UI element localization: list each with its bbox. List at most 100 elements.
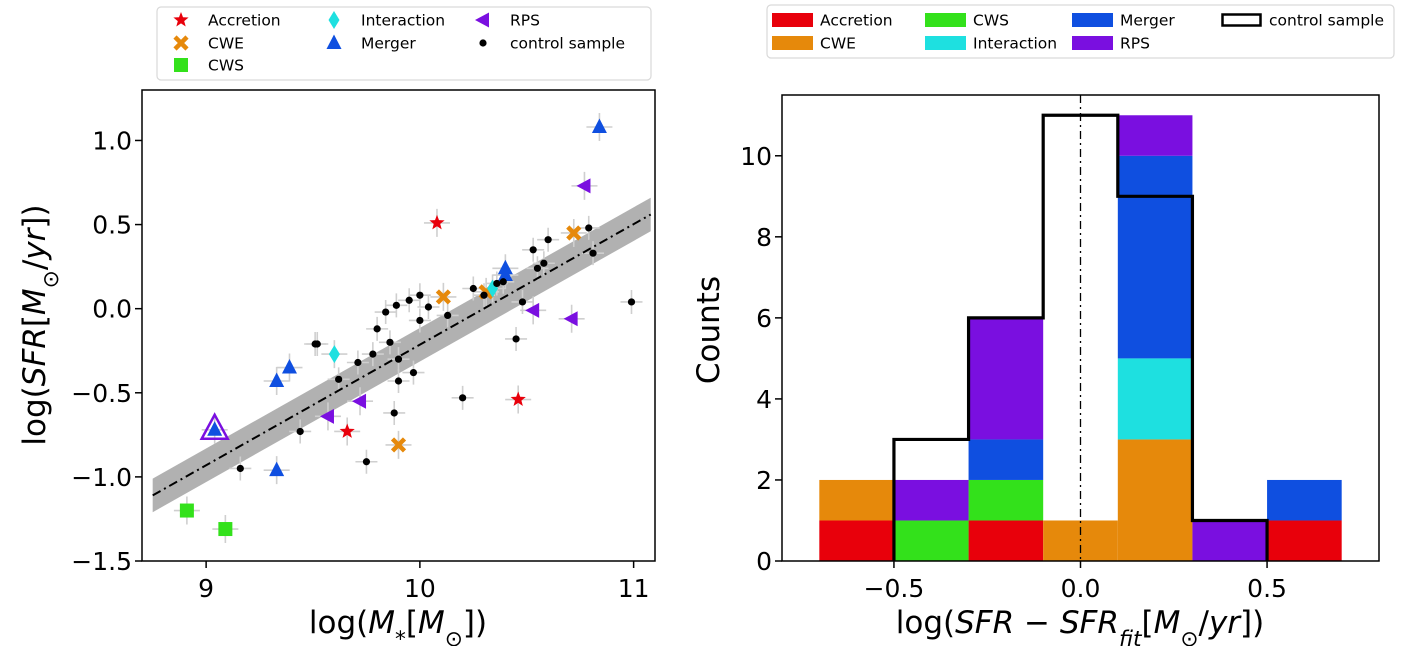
point-control-sample	[459, 394, 467, 402]
legend-label: Merger	[1120, 12, 1175, 30]
point-merger	[281, 359, 297, 374]
bar-rps	[1117, 115, 1193, 156]
bar-cws	[968, 479, 1044, 521]
point-rps	[525, 302, 540, 318]
legend-label: control sample	[510, 35, 625, 53]
y-tick-label: 2	[756, 466, 772, 495]
y-tick-label: 10	[740, 142, 772, 171]
point-control-sample	[499, 278, 507, 286]
point-accretion	[339, 423, 355, 438]
legend-swatch-accretion	[772, 13, 813, 27]
legend-marker-accretion	[173, 12, 189, 27]
fit-line	[152, 213, 652, 497]
point-cws	[218, 522, 233, 537]
point-control-sample	[518, 298, 527, 306]
bar-accretion	[968, 520, 1044, 561]
point-cws	[179, 503, 194, 518]
point-control-sample	[390, 409, 398, 417]
point-merger	[497, 266, 513, 282]
point-control-sample	[311, 340, 319, 348]
point-rps	[352, 393, 367, 409]
point-control-sample	[394, 377, 403, 385]
legend-label: Accretion	[820, 12, 893, 30]
point-rps	[319, 408, 334, 424]
point-merger	[269, 372, 285, 388]
point-control-sample	[409, 369, 418, 377]
legend-marker-cwe	[173, 35, 189, 51]
y-axis-label: log(SFR[M⊙/yr])	[17, 204, 64, 445]
point-control-sample	[589, 249, 597, 257]
bar-cws	[893, 520, 969, 561]
point-cwe	[435, 289, 451, 305]
legend-swatch-merger	[1072, 13, 1113, 27]
y-tick-label: 8	[756, 223, 772, 252]
y-tick-label: 6	[756, 304, 772, 333]
point-rps	[576, 178, 591, 194]
legend-label: Interaction	[361, 12, 445, 30]
bar-rps	[1192, 520, 1268, 561]
legend-swatch-cws	[925, 13, 966, 27]
point-control-sample	[627, 298, 636, 306]
bar-interaction	[1117, 358, 1193, 440]
x-tick-label: 0.5	[1247, 574, 1287, 603]
point-accretion	[429, 214, 445, 230]
point-control-sample	[392, 301, 400, 309]
y-axis-label: Counts	[691, 276, 727, 384]
point-control-sample	[480, 291, 488, 299]
point-control-sample	[529, 246, 537, 254]
point-control-sample	[373, 325, 381, 333]
point-control-sample	[296, 427, 304, 436]
bar-merger	[1117, 155, 1193, 359]
point-control-sample	[386, 338, 394, 346]
x-tick-label: −0.5	[864, 574, 925, 603]
bar-merger	[968, 439, 1044, 480]
point-cwe	[566, 225, 582, 241]
point-control-sample	[382, 308, 390, 316]
right-histogram-panel: −0.5 0.0 0.5 0 2 4 6 8 10 log(SFR − SFRfit[M⊙/yr]…	[691, 4, 1395, 646]
point-merger	[269, 461, 285, 477]
x-tick-label: 0.0	[1061, 574, 1101, 603]
point-cwe	[390, 437, 407, 453]
point-control-sample	[424, 303, 433, 311]
legend-marker-merger	[326, 34, 342, 49]
bar-accretion	[819, 520, 894, 561]
point-control-sample	[544, 236, 552, 244]
point-control-sample	[540, 259, 548, 267]
point-merger	[591, 118, 607, 134]
x-axis-label: log(SFR − SFRfit[M⊙/yr])	[896, 605, 1264, 646]
point-control-sample	[416, 316, 424, 325]
y-tick-label: 0	[756, 547, 772, 576]
point-control-sample	[369, 350, 377, 358]
legend-label: RPS	[510, 12, 540, 30]
point-control-sample	[416, 291, 424, 299]
legend-marker-control-sample	[479, 39, 487, 47]
legend-label: Accretion	[208, 12, 281, 30]
y-tick-label: −0.5	[71, 379, 132, 408]
legend-swatch-rps	[1072, 36, 1113, 50]
point-control-sample	[469, 284, 477, 293]
legend-label: CWE	[820, 35, 856, 53]
point-interaction	[328, 345, 340, 364]
y-tick-label: 0.5	[92, 211, 132, 240]
point-control-sample	[236, 464, 244, 473]
point-control-sample	[533, 264, 542, 272]
bar-rps	[968, 317, 1044, 440]
x-tick-label: 9	[198, 574, 214, 603]
legend-label: control sample	[1269, 12, 1384, 30]
x-axis-label: log(M*[M⊙])	[309, 605, 487, 646]
point-control-sample	[585, 224, 593, 232]
bar-cwe	[1117, 439, 1193, 561]
legend-label: CWE	[208, 35, 244, 53]
y-tick-label: 1.0	[92, 126, 132, 155]
left-legend: Accretion CWE CWS Interaction Merger RPS contr…	[156, 6, 652, 81]
legend-swatch-control-sample	[1221, 13, 1262, 27]
point-control-sample	[444, 311, 452, 320]
legend-swatch-interaction	[925, 36, 966, 50]
legend-box	[156, 6, 652, 81]
point-control-sample	[362, 458, 371, 466]
x-tick-label: 11	[618, 574, 650, 603]
legend-marker-rps	[475, 12, 489, 28]
bar-accretion	[1267, 520, 1342, 561]
y-tick-label: 0.0	[92, 295, 132, 324]
